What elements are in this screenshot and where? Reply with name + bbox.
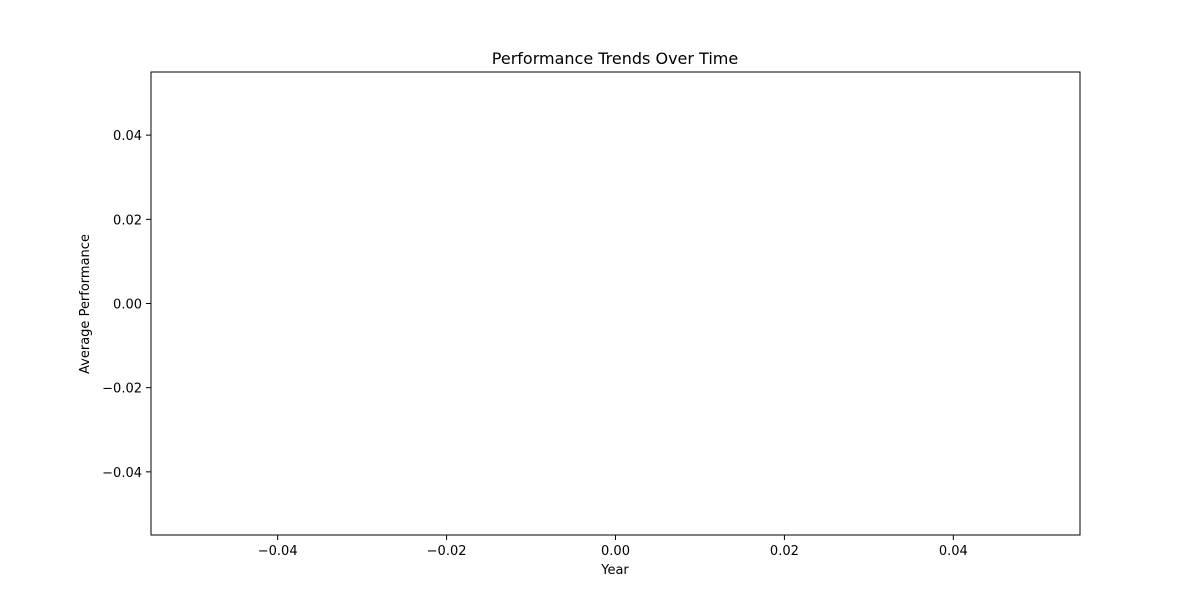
x-tick-label: 0.04 bbox=[939, 544, 968, 559]
x-axis-label: Year bbox=[600, 563, 629, 578]
chart-title: Performance Trends Over Time bbox=[492, 49, 738, 68]
y-tick-label: −0.02 bbox=[102, 382, 142, 397]
y-axis-label: Average Performance bbox=[78, 234, 93, 374]
y-tick-label: 0.00 bbox=[113, 298, 142, 313]
y-tick-label: 0.04 bbox=[113, 129, 142, 144]
x-tick-label: −0.04 bbox=[258, 544, 298, 559]
y-tick-label: −0.04 bbox=[102, 466, 142, 481]
x-axis-ticks: −0.04 −0.02 0.00 0.02 0.04 bbox=[258, 535, 968, 559]
y-tick-label: 0.02 bbox=[113, 213, 142, 228]
y-axis-ticks: −0.04 −0.02 0.00 0.02 0.04 bbox=[102, 129, 151, 481]
x-tick-label: 0.02 bbox=[770, 544, 799, 559]
x-tick-label: −0.02 bbox=[427, 544, 467, 559]
x-tick-label: 0.00 bbox=[601, 544, 630, 559]
